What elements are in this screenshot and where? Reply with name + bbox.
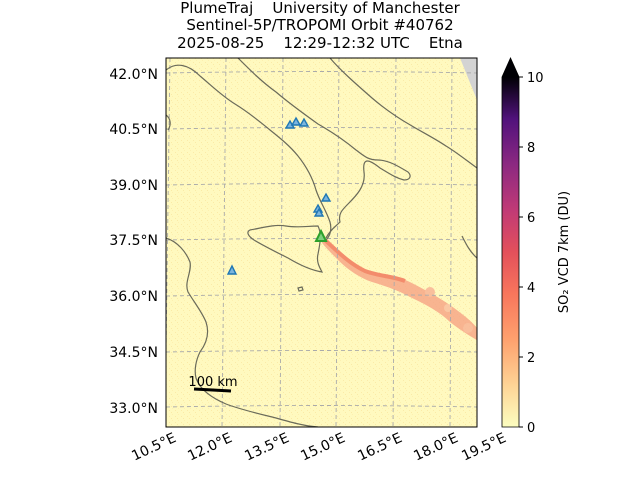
lat-label: 36.0°N	[109, 289, 158, 305]
coastlines	[166, 58, 477, 427]
map-frame	[165, 57, 478, 428]
longitude-labels: 10.5°E 12.0°E 13.5°E 15.0°E 16.5°E 18.0°…	[129, 430, 508, 464]
lon-label: 10.5°E	[129, 430, 178, 464]
so2-plume	[320, 238, 477, 341]
lat-label: 37.5°N	[109, 233, 158, 249]
lon-label: 12.0°E	[185, 430, 234, 464]
colorbar-tick: 6	[527, 211, 535, 226]
map-area: 100 km	[166, 58, 477, 427]
colorbar-tick: 0	[527, 421, 535, 436]
colorbar-extend-arrow	[502, 58, 519, 77]
volcano-markers	[226, 116, 332, 275]
lon-label: 13.5°E	[242, 430, 291, 464]
colorbar: 0 2 4 6 8 10 SO₂ VCD 7km (DU)	[501, 57, 572, 436]
colorbar-tick: 4	[527, 281, 535, 296]
lon-label: 18.0°E	[411, 430, 460, 464]
volcano-marker-ischia	[298, 117, 310, 127]
map-background	[166, 58, 477, 427]
colorbar-tick: 2	[527, 351, 535, 366]
volcano-marker-pantelleria	[226, 264, 238, 275]
colorbar-tick: 10	[527, 71, 544, 86]
volcano-marker-stromboli	[320, 192, 332, 202]
title-line-2: Sentinel-5P/TROPOMI Orbit #40762	[186, 16, 454, 34]
lat-label: 40.5°N	[109, 122, 158, 138]
lon-label: 16.5°E	[355, 430, 404, 464]
lat-label: 34.5°N	[109, 345, 158, 361]
colorbar-tick: 8	[527, 141, 535, 156]
colorbar-label: SO₂ VCD 7km (DU)	[557, 191, 572, 313]
colorbar-gradient	[502, 77, 519, 427]
title-line-1: PlumeTraj University of Manchester	[180, 0, 460, 17]
volcano-marker-vesuvius	[290, 116, 302, 126]
lon-label: 19.5°E	[459, 430, 508, 464]
no-data-region	[460, 58, 477, 100]
title-line-3: 2025-08-25 12:29-12:32 UTC Etna	[177, 34, 463, 52]
lat-label: 33.0°N	[109, 401, 158, 417]
lat-label: 39.0°N	[109, 178, 158, 194]
volcano-marker-etna	[314, 228, 328, 242]
scale-bar: 100 km	[188, 375, 238, 393]
lon-label: 15.0°E	[298, 430, 347, 464]
lat-label: 42.0°N	[109, 67, 158, 83]
scale-bar-label: 100 km	[188, 375, 237, 390]
latitude-labels: 42.0°N 40.5°N 39.0°N 37.5°N 36.0°N 34.5°…	[109, 67, 158, 417]
volcano-marker-lipari	[313, 207, 325, 217]
